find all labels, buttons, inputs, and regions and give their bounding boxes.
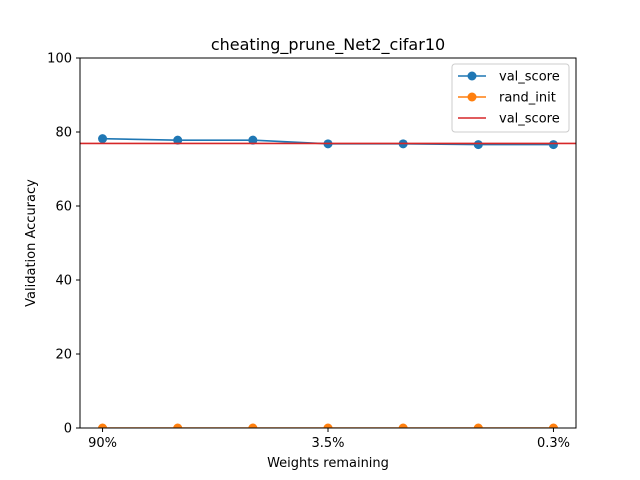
series-0-point-6 [548, 140, 558, 150]
series-0-point-2 [248, 135, 258, 145]
legend-label-0: val_score [499, 70, 560, 85]
y-tick-label-0: 0 [64, 422, 72, 437]
y-tick-label-4: 80 [55, 126, 72, 141]
x-tick-label-0: 90% [88, 436, 117, 451]
series-1-point-5 [473, 423, 483, 428]
legend: val_score rand_init val_score [451, 63, 570, 133]
series-1-point-6 [548, 423, 558, 428]
axes-layer: 0 20 40 60 80 100 90% 3.5% 0.3% [47, 52, 577, 451]
y-tick-label-2: 40 [55, 274, 72, 289]
legend-swatch-marker-1 [467, 92, 477, 102]
chart-title: cheating_prune_Net2_cifar10 [211, 35, 445, 55]
series-0-point-1 [173, 135, 183, 145]
legend-frame [451, 63, 570, 133]
series-1-point-4 [398, 423, 408, 428]
x-tick-label-2: 0.3% [537, 436, 570, 451]
legend-swatch-marker-0 [467, 71, 477, 81]
series-1-point-2 [248, 423, 258, 428]
series-0-point-0 [98, 134, 108, 144]
plot-frame [79, 57, 577, 429]
series-0-point-5 [473, 140, 483, 150]
legend-label-2: val_score [499, 112, 560, 127]
y-tick-label-1: 20 [55, 348, 72, 363]
series-1-point-1 [173, 423, 183, 428]
y-tick-label-3: 60 [55, 200, 72, 215]
x-tick-label-1: 3.5% [311, 436, 344, 451]
y-tick-label-5: 100 [47, 52, 72, 67]
x-axis-label: Weights remaining [267, 456, 389, 471]
y-axis-label: Validation Accuracy [24, 179, 39, 307]
series-1-point-3 [323, 423, 333, 428]
series-1-point-0 [98, 423, 108, 428]
series-layer [80, 134, 576, 428]
legend-label-1: rand_init [499, 91, 556, 106]
